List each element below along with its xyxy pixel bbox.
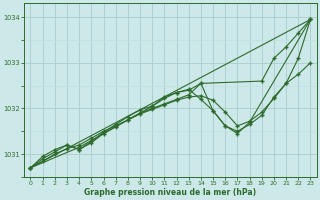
X-axis label: Graphe pression niveau de la mer (hPa): Graphe pression niveau de la mer (hPa) — [84, 188, 257, 197]
